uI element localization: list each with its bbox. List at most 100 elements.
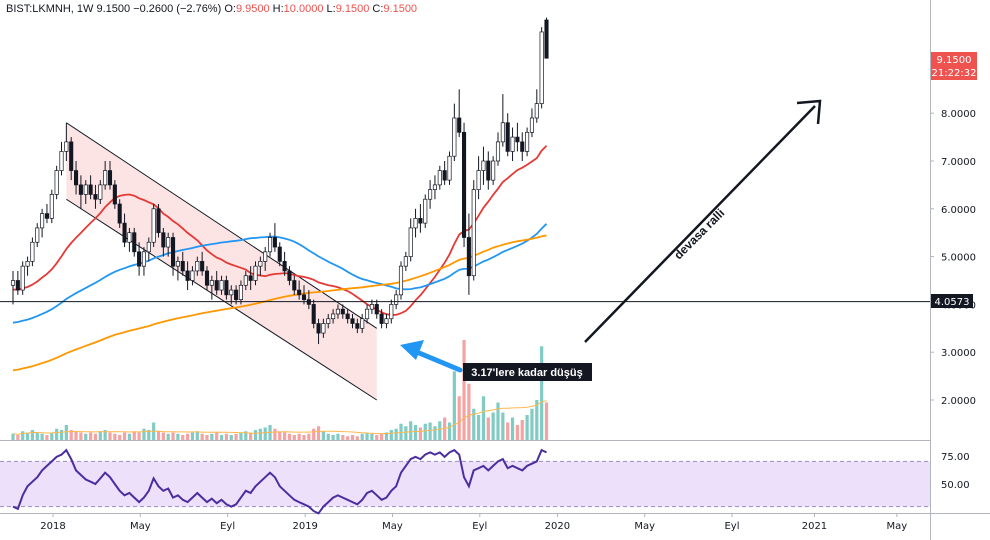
candle bbox=[277, 242, 282, 267]
candle bbox=[345, 309, 350, 324]
candle bbox=[491, 156, 496, 185]
candle bbox=[127, 227, 132, 252]
hline-value: 4.0573 bbox=[935, 297, 970, 308]
volume-bar bbox=[491, 412, 495, 440]
volume-bar bbox=[447, 422, 452, 440]
volume-bar bbox=[283, 432, 287, 440]
volume-bar bbox=[30, 430, 34, 440]
candle bbox=[481, 146, 486, 185]
volume-bar bbox=[127, 433, 131, 440]
candle bbox=[423, 194, 428, 228]
candle bbox=[515, 122, 520, 152]
volume-bar bbox=[69, 430, 73, 440]
volume-bar bbox=[64, 425, 68, 440]
volume-bar bbox=[103, 430, 107, 440]
volume-bar bbox=[515, 425, 519, 440]
volume-bar bbox=[98, 431, 102, 440]
volume-bar bbox=[79, 432, 83, 440]
volume-bar bbox=[496, 402, 500, 440]
candle bbox=[355, 318, 360, 334]
candle bbox=[10, 270, 16, 305]
last-price-badge bbox=[931, 52, 977, 80]
volume-bar bbox=[253, 430, 258, 440]
volume-bars bbox=[11, 340, 549, 440]
volume-bar bbox=[122, 432, 127, 440]
volume-bar bbox=[118, 435, 122, 440]
candle bbox=[98, 180, 103, 205]
rsi-tick-label: 50.00 bbox=[941, 480, 970, 491]
candle bbox=[248, 266, 253, 291]
candle bbox=[287, 266, 292, 286]
candle bbox=[171, 232, 176, 276]
candle bbox=[539, 27, 544, 109]
volume-bar bbox=[278, 431, 282, 440]
volume-bar bbox=[108, 432, 112, 440]
candle bbox=[476, 156, 481, 200]
time-tick-label: May bbox=[887, 521, 908, 532]
volume-bar bbox=[501, 412, 505, 440]
open-value: 9.9500 bbox=[235, 3, 270, 15]
volume-bar bbox=[11, 433, 15, 440]
volume-bar bbox=[452, 371, 456, 440]
candle bbox=[238, 280, 244, 305]
candle bbox=[379, 309, 384, 329]
volume-bar bbox=[307, 433, 311, 440]
channel-lower[interactable] bbox=[66, 198, 378, 401]
volume-bar bbox=[89, 432, 93, 440]
low-key: L: bbox=[326, 3, 336, 15]
candle bbox=[432, 175, 438, 200]
time-tick-label: 2019 bbox=[292, 521, 317, 532]
volume-bar bbox=[258, 428, 262, 440]
moving-averages bbox=[12, 145, 548, 372]
price-tick-label: 8.0000 bbox=[941, 109, 976, 120]
channel-upper[interactable] bbox=[66, 122, 378, 329]
candle bbox=[437, 165, 442, 190]
close-value: 9.1500 bbox=[383, 3, 418, 15]
volume-bar bbox=[171, 432, 175, 440]
time-tick-label: Eyl bbox=[220, 521, 235, 532]
candle bbox=[442, 161, 447, 185]
candles bbox=[10, 17, 549, 345]
volume-bar bbox=[355, 436, 359, 440]
candle bbox=[107, 161, 113, 190]
volume-bar bbox=[210, 433, 214, 440]
candle bbox=[83, 180, 88, 205]
candle bbox=[35, 223, 40, 248]
candle bbox=[30, 237, 35, 267]
volume-bar bbox=[21, 431, 25, 440]
candle bbox=[137, 242, 142, 276]
candle bbox=[505, 113, 510, 157]
volume-bar bbox=[161, 432, 165, 440]
volume-bar bbox=[132, 431, 136, 440]
volume-bar bbox=[428, 422, 432, 440]
volume-bar bbox=[224, 433, 228, 440]
ma-50-line bbox=[12, 223, 548, 324]
volume-bar bbox=[472, 408, 476, 440]
volume-bar bbox=[423, 423, 427, 440]
drop-arrow[interactable] bbox=[400, 340, 463, 373]
candle bbox=[141, 247, 147, 276]
candle bbox=[529, 108, 535, 138]
candle bbox=[263, 247, 268, 271]
volume-bar bbox=[239, 432, 243, 440]
candle bbox=[258, 256, 263, 276]
volume-bar bbox=[156, 431, 161, 440]
volume-bar bbox=[273, 428, 277, 440]
volume-bar bbox=[244, 431, 248, 440]
candle bbox=[54, 165, 59, 200]
last-price-value: 9.1500 bbox=[937, 55, 972, 66]
candle bbox=[146, 237, 151, 262]
price-tick-label: 6.0000 bbox=[941, 205, 976, 216]
candle bbox=[326, 313, 331, 329]
volume-bar bbox=[176, 433, 180, 440]
candle bbox=[166, 232, 171, 257]
time-tick-label: May bbox=[634, 521, 655, 532]
rally-arrow[interactable] bbox=[584, 99, 822, 343]
volume-bar bbox=[520, 420, 524, 440]
volume-bar bbox=[510, 417, 515, 440]
symbol-interval[interactable]: BIST:LKMNH, 1W bbox=[6, 3, 94, 15]
candle bbox=[466, 213, 471, 295]
candle bbox=[544, 17, 549, 59]
candle bbox=[335, 304, 341, 319]
